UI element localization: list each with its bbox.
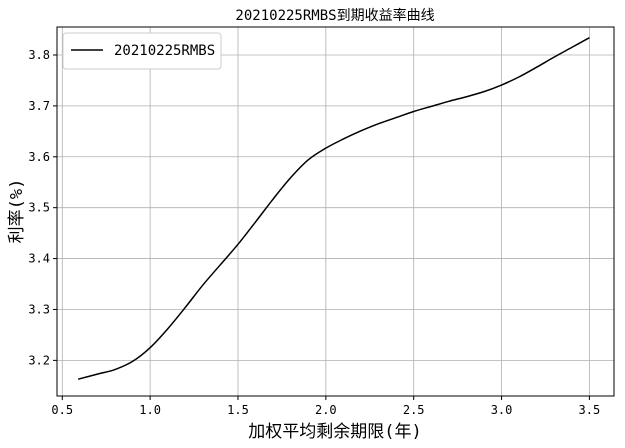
series-layer bbox=[77, 37, 590, 380]
legend-box bbox=[62, 32, 222, 70]
y-tick-label: 3.2 bbox=[28, 353, 50, 367]
y-axis-title: 利率(%) bbox=[7, 179, 27, 244]
legend: 20210225RMBS bbox=[62, 32, 222, 70]
x-tick-label: 1.5 bbox=[227, 403, 249, 417]
axis-ticks: 0.5 1.0 1.5 2.0 2.5 3.0 3.5 3.2 3.3 3.4 3.5 3.6 3.7 3… bbox=[28, 48, 600, 417]
legend-label: 20210225RMBS bbox=[114, 43, 215, 59]
grid-lines bbox=[57, 27, 614, 396]
x-tick-label: 0.5 bbox=[51, 403, 73, 417]
x-tick-label: 3.5 bbox=[579, 403, 601, 417]
series-line bbox=[77, 37, 590, 380]
y-tick-label: 3.5 bbox=[28, 201, 50, 215]
x-tick-label: 2.0 bbox=[315, 403, 337, 417]
plot-area-frame bbox=[56, 26, 615, 397]
y-tick-label: 3.6 bbox=[28, 150, 50, 164]
x-tick-label: 2.5 bbox=[403, 403, 425, 417]
x-tick-label: 1.0 bbox=[139, 403, 161, 417]
x-axis-title: 加权平均剩余期限(年) bbox=[248, 422, 421, 442]
y-tick-label: 3.7 bbox=[28, 99, 50, 113]
y-tick-label: 3.4 bbox=[28, 252, 50, 266]
chart-title: 20210225RMBS到期收益率曲线 bbox=[235, 7, 434, 24]
y-tick-label: 3.3 bbox=[28, 302, 50, 316]
x-tick-label: 3.0 bbox=[491, 403, 513, 417]
y-tick-label: 3.8 bbox=[28, 48, 50, 62]
